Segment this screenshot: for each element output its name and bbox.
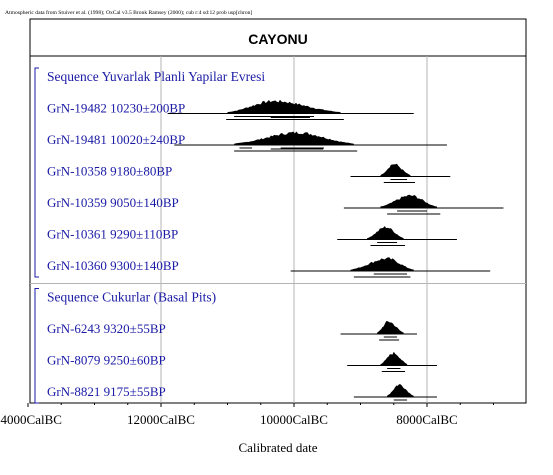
probability-distribution (377, 321, 404, 334)
sample-label: GrN-10360 9300±140BP (47, 258, 179, 273)
x-tick-label: 10000CalBC (260, 412, 328, 427)
probability-distribution (380, 163, 411, 177)
sample-label: GrN-19481 10020±240BP (47, 132, 185, 147)
plot-frame (29, 18, 527, 404)
probability-distribution (380, 351, 408, 366)
probability-distribution (350, 257, 414, 271)
x-tick-label: 14000CalBC (0, 412, 62, 427)
probability-distribution (380, 194, 437, 208)
probability-distribution (227, 99, 341, 114)
x-tick-label: 12000CalBC (127, 412, 195, 427)
chart-title: CAYONU (248, 31, 307, 47)
x-axis-label: Calibrated date (238, 440, 317, 455)
sample-label: GrN-8821 9175±55BP (47, 384, 166, 399)
sample-label: GrN-8079 9250±60BP (47, 353, 166, 368)
sequence-label: Sequence Cukurlar (Basal Pits) (47, 290, 216, 305)
sample-label: GrN-6243 9320±55BP (47, 321, 166, 336)
probability-distribution (234, 131, 354, 145)
sample-label: GrN-10359 9050±140BP (47, 195, 179, 210)
sample-label: GrN-19482 10230±200BP (47, 101, 185, 116)
sequence-label: Sequence Yuvarlak Planli Yapilar Evresi (47, 69, 265, 84)
x-tick-label: 8000CalBC (396, 412, 457, 427)
sample-label: GrN-10361 9290±110BP (47, 227, 178, 242)
probability-distribution (367, 226, 404, 240)
probability-distribution (387, 384, 414, 397)
sample-label: GrN-10358 9180±80BP (47, 164, 172, 179)
sequence-bracket (34, 288, 39, 404)
source-credit: Atmospheric data from Stuiver et al. (19… (5, 9, 252, 16)
sequence-bracket (34, 67, 39, 278)
